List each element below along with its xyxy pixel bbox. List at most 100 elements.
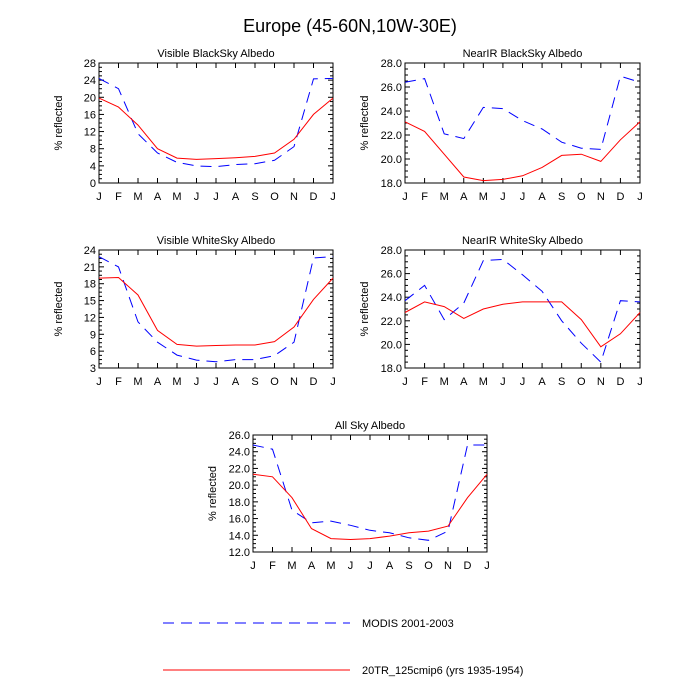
series-line-modis <box>98 256 334 363</box>
y-tick-label: 28 <box>84 58 96 70</box>
panel-title: NearIR BlackSky Albedo <box>463 48 583 60</box>
x-tick-label: J <box>520 376 526 388</box>
x-tick-label: M <box>133 376 142 388</box>
x-tick-label: M <box>326 560 335 572</box>
x-tick-label: J <box>402 376 408 388</box>
x-tick-label: N <box>290 191 298 203</box>
series-line-model <box>404 121 641 182</box>
x-tick-label: F <box>421 191 428 203</box>
y-tick-label: 18.0 <box>381 178 402 190</box>
y-tick-label: 24.0 <box>381 292 402 304</box>
y-tick-label: 15 <box>84 296 96 308</box>
x-tick-label: J <box>367 560 373 572</box>
x-tick-label: N <box>597 191 605 203</box>
x-tick-label: D <box>616 376 624 388</box>
y-tick-label: 26.0 <box>381 82 402 94</box>
y-tick-label: 16 <box>84 109 96 121</box>
x-tick-label: M <box>479 376 488 388</box>
plot-frame <box>98 62 334 184</box>
y-tick-label: 21 <box>84 262 96 274</box>
panel-title: Visible BlackSky Albedo <box>157 48 274 60</box>
x-tick-label: J <box>402 191 408 203</box>
y-tick-label: 20.0 <box>381 339 402 351</box>
x-tick-label: D <box>310 376 318 388</box>
x-tick-label: A <box>308 560 316 572</box>
x-tick-label: A <box>232 191 240 203</box>
y-tick-label: 9 <box>90 329 96 341</box>
y-tick-label: 14.0 <box>229 530 250 542</box>
legend: MODIS 2001-2003 20TR_125cmip6 (yrs 1935-… <box>163 618 523 677</box>
x-tick-label: M <box>172 191 181 203</box>
figure-title: Europe (45-60N,10W-30E) <box>243 16 457 36</box>
x-tick-label: N <box>290 376 298 388</box>
y-tick-label: 24.0 <box>381 106 402 118</box>
y-tick-label: 18.0 <box>229 497 250 509</box>
y-tick-label: 20 <box>84 92 96 104</box>
series-line-modis <box>404 258 641 364</box>
y-tick-label: 18.0 <box>381 363 402 375</box>
y-tick-label: 28.0 <box>381 58 402 70</box>
legend-label-modis: MODIS 2001-2003 <box>362 618 454 630</box>
x-tick-label: A <box>154 191 162 203</box>
x-tick-label: J <box>330 376 336 388</box>
x-tick-label: J <box>484 560 490 572</box>
y-tick-label: 20.0 <box>229 480 250 492</box>
series-line-modis <box>404 75 641 150</box>
panel-title: NearIR WhiteSky Albedo <box>462 235 583 247</box>
x-tick-label: F <box>115 191 122 203</box>
x-tick-label: S <box>405 560 412 572</box>
panel-title: All Sky Albedo <box>335 420 405 432</box>
x-tick-label: J <box>500 191 506 203</box>
y-tick-label: 24 <box>84 75 96 87</box>
x-tick-label: A <box>538 376 546 388</box>
x-tick-label: S <box>558 376 565 388</box>
x-tick-label: M <box>172 376 181 388</box>
y-tick-label: 26.0 <box>229 430 250 442</box>
y-axis-label: % reflected <box>207 466 219 521</box>
x-tick-label: O <box>577 376 586 388</box>
x-tick-label: M <box>133 191 142 203</box>
x-tick-label: O <box>270 191 279 203</box>
x-tick-label: D <box>616 191 624 203</box>
x-tick-label: M <box>440 376 449 388</box>
x-tick-label: D <box>464 560 472 572</box>
plot-frame <box>98 249 334 369</box>
y-axis-label: % reflected <box>53 95 65 150</box>
y-tick-label: 18 <box>84 279 96 291</box>
series-line-model <box>404 301 641 348</box>
x-tick-label: A <box>460 376 468 388</box>
x-tick-label: J <box>637 376 643 388</box>
x-tick-label: J <box>520 191 526 203</box>
x-tick-label: O <box>270 376 279 388</box>
x-tick-label: N <box>597 376 605 388</box>
y-tick-label: 12.0 <box>229 547 250 559</box>
x-tick-label: J <box>96 191 102 203</box>
y-axis-label: % reflected <box>53 281 65 336</box>
x-tick-label: F <box>269 560 276 572</box>
x-tick-label: S <box>558 191 565 203</box>
y-tick-label: 6 <box>90 346 96 358</box>
x-tick-label: O <box>577 191 586 203</box>
x-tick-label: J <box>194 191 200 203</box>
y-tick-label: 24.0 <box>229 447 250 459</box>
x-tick-label: J <box>213 376 219 388</box>
y-tick-label: 28.0 <box>381 245 402 257</box>
x-tick-label: O <box>424 560 433 572</box>
legend-label-model: 20TR_125cmip6 (yrs 1935-1954) <box>362 665 523 677</box>
x-tick-label: D <box>310 191 318 203</box>
panel-title: Visible WhiteSky Albedo <box>157 235 275 247</box>
x-tick-label: A <box>460 191 468 203</box>
y-tick-label: 12 <box>84 312 96 324</box>
x-tick-label: S <box>251 376 258 388</box>
series-line-model <box>98 97 334 160</box>
x-tick-label: J <box>194 376 200 388</box>
series-line-model <box>252 473 488 541</box>
x-tick-label: F <box>115 376 122 388</box>
x-tick-label: A <box>386 560 394 572</box>
x-tick-label: A <box>154 376 162 388</box>
y-tick-label: 20.0 <box>381 154 402 166</box>
